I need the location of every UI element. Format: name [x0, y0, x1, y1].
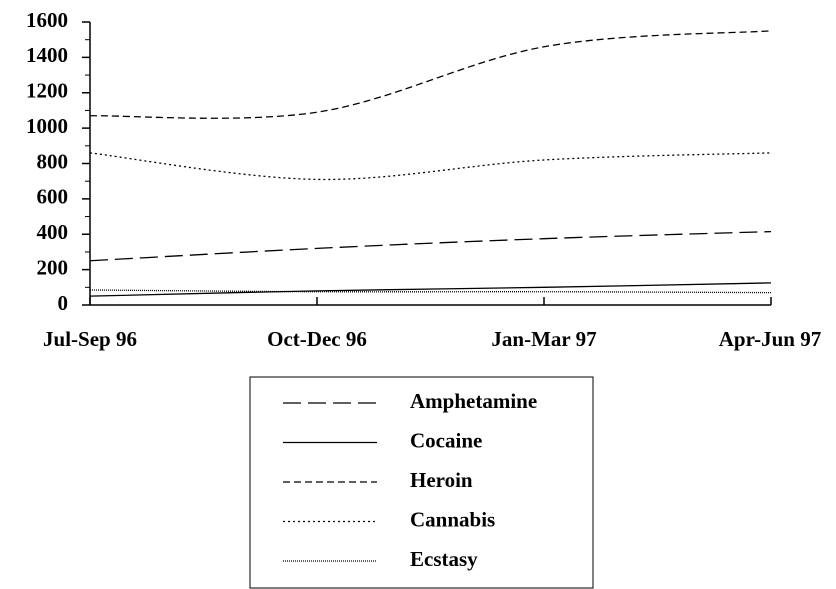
legend-label: Amphetamine	[410, 389, 537, 413]
series-line	[89, 230, 772, 262]
legend-label: Ecstasy	[410, 547, 478, 571]
series-line	[89, 282, 772, 297]
y-tick-label: 800	[37, 149, 69, 173]
legend-label: Heroin	[410, 468, 473, 492]
y-tick-label: 600	[37, 185, 69, 209]
series-line	[89, 289, 772, 294]
y-tick-label: 0	[58, 291, 69, 315]
legend-box	[249, 376, 594, 589]
y-tick-label: 1400	[26, 43, 68, 67]
y-tick-label: 200	[37, 255, 69, 279]
x-tick-label: Jan-Mar 97	[491, 327, 596, 351]
y-tick-label: 400	[37, 220, 69, 244]
y-tick-label: 1600	[26, 8, 68, 32]
legend-label: Cocaine	[410, 428, 482, 452]
y-tick-label: 1000	[26, 114, 68, 138]
legend-label: Cannabis	[410, 507, 495, 531]
x-tick-label: Oct-Dec 96	[267, 327, 367, 351]
series-line	[89, 30, 772, 119]
x-tick-label: Apr-Jun 97	[719, 327, 822, 351]
y-tick-label: 1200	[26, 79, 68, 103]
x-tick-label: Jul-Sep 96	[43, 327, 137, 351]
series-line	[89, 152, 772, 181]
